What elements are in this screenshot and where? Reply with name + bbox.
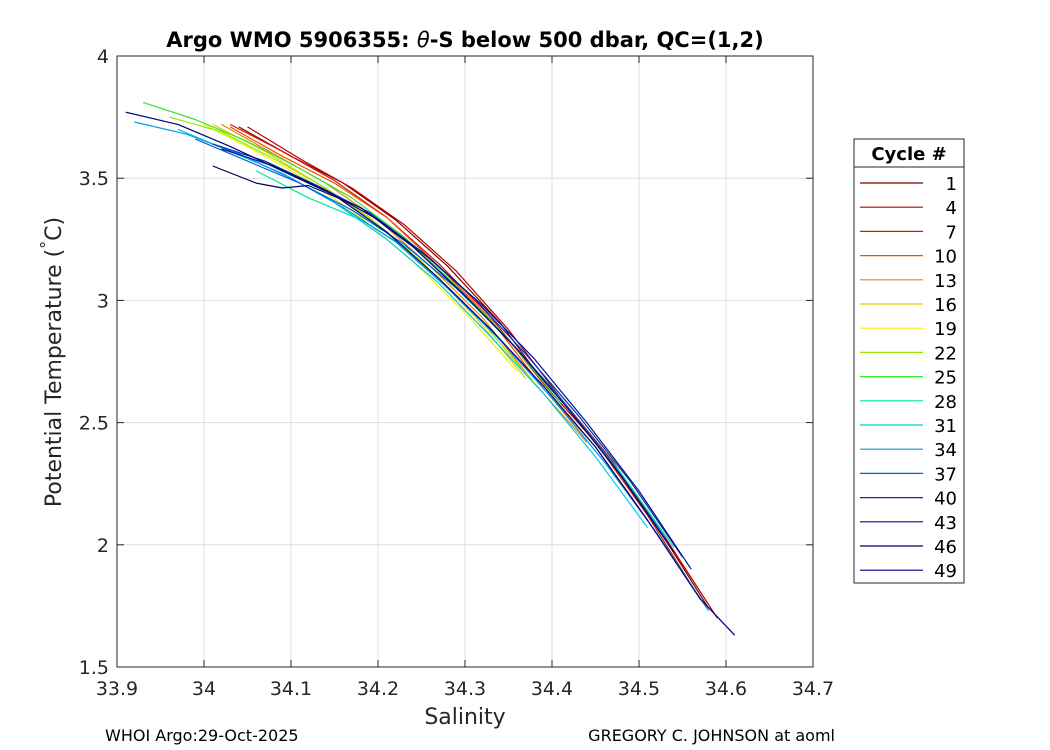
grid	[117, 56, 813, 667]
y-tick-label: 1.5	[79, 657, 109, 679]
x-tick-label: 34	[192, 678, 216, 700]
legend: Cycle # 1 4 7 10 13 16 19 22 25 28 31 34 37 40 43 46 49	[853, 138, 965, 584]
legend-label-cycle-28: 28	[934, 392, 957, 413]
series-line-cycle-46	[212, 165, 675, 553]
chart-title: Argo WMO 5906355: θ-S below 500 dbar, QC…	[166, 28, 763, 52]
legend-label-cycle-10: 10	[934, 247, 957, 268]
series-group	[125, 101, 736, 636]
x-tick-label: 34.4	[531, 678, 573, 700]
legend-label-cycle-25: 25	[934, 368, 957, 389]
legend-box	[853, 138, 965, 584]
legend-label-cycle-37: 37	[934, 464, 957, 485]
legend-title: Cycle #	[871, 144, 946, 165]
y-tick-label: 2.5	[79, 413, 109, 435]
legend-label-cycle-40: 40	[934, 489, 957, 510]
legend-label-cycle-31: 31	[934, 416, 957, 437]
y-axis-ticks: 1.5 2 2.5 3 3.5 4	[79, 46, 813, 679]
y-tick-label: 3.5	[79, 168, 109, 190]
series-line-cycle-43	[221, 148, 692, 570]
legend-label-cycle-7: 7	[946, 222, 957, 243]
legend-entries: 1 4 7 10 13 16 19 22 25 28 31 34 37 40 43 46 49	[860, 174, 957, 582]
series-line-cycle-49	[125, 111, 736, 636]
y-tick-label: 4	[97, 46, 109, 68]
x-tick-label: 34.5	[618, 678, 660, 700]
x-tick-label: 34.3	[444, 678, 486, 700]
footer-left: WHOI Argo:29-Oct-2025	[105, 726, 299, 745]
x-tick-label: 34.7	[792, 678, 834, 700]
series-line-cycle-4	[247, 126, 718, 619]
legend-label-cycle-4: 4	[946, 198, 957, 219]
series-line-cycle-16	[212, 123, 527, 379]
legend-label-cycle-19: 19	[934, 319, 957, 340]
y-axis-label: Potential Temperature (°C)	[37, 217, 67, 507]
legend-label-cycle-13: 13	[934, 271, 957, 292]
x-axis-ticks: 33.9 34 34.1 34.2 34.3 34.4 34.5 34.6 34.7	[96, 56, 834, 700]
y-tick-label: 3	[97, 290, 109, 312]
legend-label-cycle-1: 1	[946, 174, 957, 195]
legend-label-cycle-16: 16	[934, 295, 957, 316]
series-line-cycle-37	[195, 138, 666, 538]
legend-label-cycle-34: 34	[934, 440, 957, 461]
legend-label-cycle-46: 46	[934, 537, 957, 558]
x-tick-label: 34.1	[270, 678, 312, 700]
x-tick-label: 34.2	[357, 678, 399, 700]
legend-label-cycle-49: 49	[934, 561, 957, 582]
footer-right: GREGORY C. JOHNSON at aoml	[588, 726, 835, 745]
legend-label-cycle-22: 22	[934, 343, 957, 364]
x-tick-label: 34.6	[705, 678, 747, 700]
x-axis-label: Salinity	[424, 705, 505, 730]
y-tick-label: 2	[97, 535, 109, 557]
series-line-cycle-34	[134, 121, 710, 612]
series-line-cycle-19	[203, 123, 518, 372]
x-tick-label: 33.9	[96, 678, 138, 700]
legend-label-cycle-43: 43	[934, 513, 957, 534]
